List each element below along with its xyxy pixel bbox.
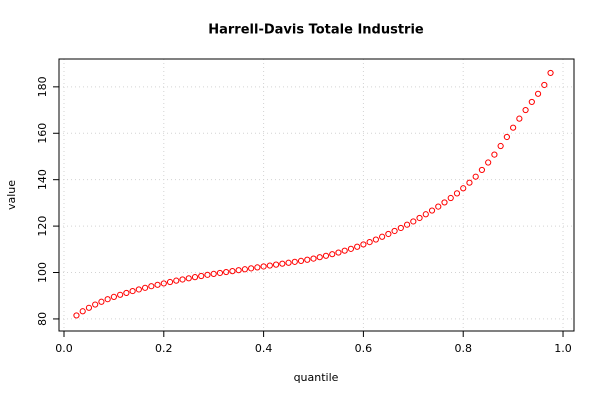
- y-tick-label: 100: [36, 262, 49, 283]
- point: [229, 268, 236, 275]
- y-tick-label: 180: [36, 76, 49, 97]
- point: [98, 298, 105, 305]
- point: [472, 173, 479, 180]
- point: [148, 283, 155, 290]
- point: [241, 266, 248, 273]
- point: [248, 265, 255, 272]
- point: [85, 304, 93, 311]
- point: [522, 106, 529, 114]
- point: [403, 221, 411, 228]
- point: [478, 166, 486, 174]
- x-axis-label: quantile: [294, 371, 339, 384]
- point: [279, 260, 286, 267]
- x-tick-label: 0.6: [355, 342, 373, 355]
- plot-frame: [58, 58, 575, 332]
- point: [223, 268, 230, 276]
- point: [129, 287, 136, 295]
- points: [73, 69, 554, 319]
- y-tick-label: 80: [36, 312, 49, 326]
- point: [204, 271, 211, 278]
- x-tick-label: 0.8: [454, 342, 472, 355]
- point: [372, 236, 379, 243]
- point: [179, 276, 186, 283]
- point: [385, 230, 392, 238]
- point: [397, 224, 404, 232]
- point: [173, 277, 180, 284]
- point: [441, 199, 448, 206]
- point: [210, 270, 217, 278]
- point: [428, 207, 436, 214]
- point: [185, 275, 192, 282]
- point: [329, 251, 336, 258]
- point: [316, 254, 323, 261]
- point: [110, 293, 117, 300]
- point: [466, 179, 473, 186]
- point: [435, 203, 442, 210]
- point: [260, 263, 267, 270]
- x-tick-label: 0.4: [255, 342, 273, 355]
- point: [160, 280, 167, 287]
- point: [341, 247, 348, 254]
- point: [73, 312, 80, 319]
- point: [335, 249, 342, 256]
- point: [534, 90, 542, 97]
- point: [79, 308, 86, 315]
- point: [291, 258, 298, 265]
- point: [191, 274, 199, 281]
- grid: [59, 59, 574, 331]
- point: [422, 211, 429, 218]
- point: [310, 255, 317, 262]
- point: [92, 301, 99, 308]
- chart-title: Harrell-Davis Totale Industrie: [208, 23, 424, 38]
- y-tick-label: 160: [36, 123, 49, 144]
- point: [360, 241, 367, 248]
- point: [123, 289, 130, 297]
- point: [141, 284, 149, 291]
- point: [117, 291, 124, 298]
- x-tick-label: 0.2: [155, 342, 173, 355]
- point: [254, 264, 261, 271]
- y-axis-label: value: [5, 180, 18, 210]
- point: [322, 252, 330, 259]
- point: [503, 133, 510, 141]
- point: [453, 190, 461, 197]
- point: [266, 262, 273, 269]
- point: [410, 218, 417, 225]
- point: [541, 81, 548, 89]
- y-tick-label: 140: [36, 169, 49, 190]
- point: [366, 239, 373, 246]
- point: [447, 194, 454, 202]
- point: [272, 261, 280, 268]
- point: [510, 124, 517, 131]
- point: [379, 233, 386, 240]
- point: [391, 227, 398, 235]
- point: [304, 256, 311, 263]
- point: [497, 142, 504, 150]
- point: [166, 278, 174, 286]
- point: [516, 115, 523, 122]
- y-tick-label: 120: [36, 216, 49, 237]
- point: [198, 272, 205, 280]
- point: [547, 69, 554, 77]
- point: [135, 286, 142, 293]
- point: [460, 185, 467, 192]
- point: [235, 267, 242, 274]
- x-tick-label: 1.0: [554, 342, 572, 355]
- point: [485, 159, 492, 166]
- point: [216, 269, 224, 277]
- point: [104, 296, 111, 303]
- point: [297, 257, 305, 265]
- point: [528, 98, 535, 106]
- point: [354, 243, 361, 250]
- point: [416, 214, 423, 222]
- point: [347, 245, 355, 252]
- x-tick-label: 0.0: [55, 342, 73, 355]
- point: [154, 281, 161, 288]
- point: [491, 151, 498, 158]
- point: [285, 259, 292, 266]
